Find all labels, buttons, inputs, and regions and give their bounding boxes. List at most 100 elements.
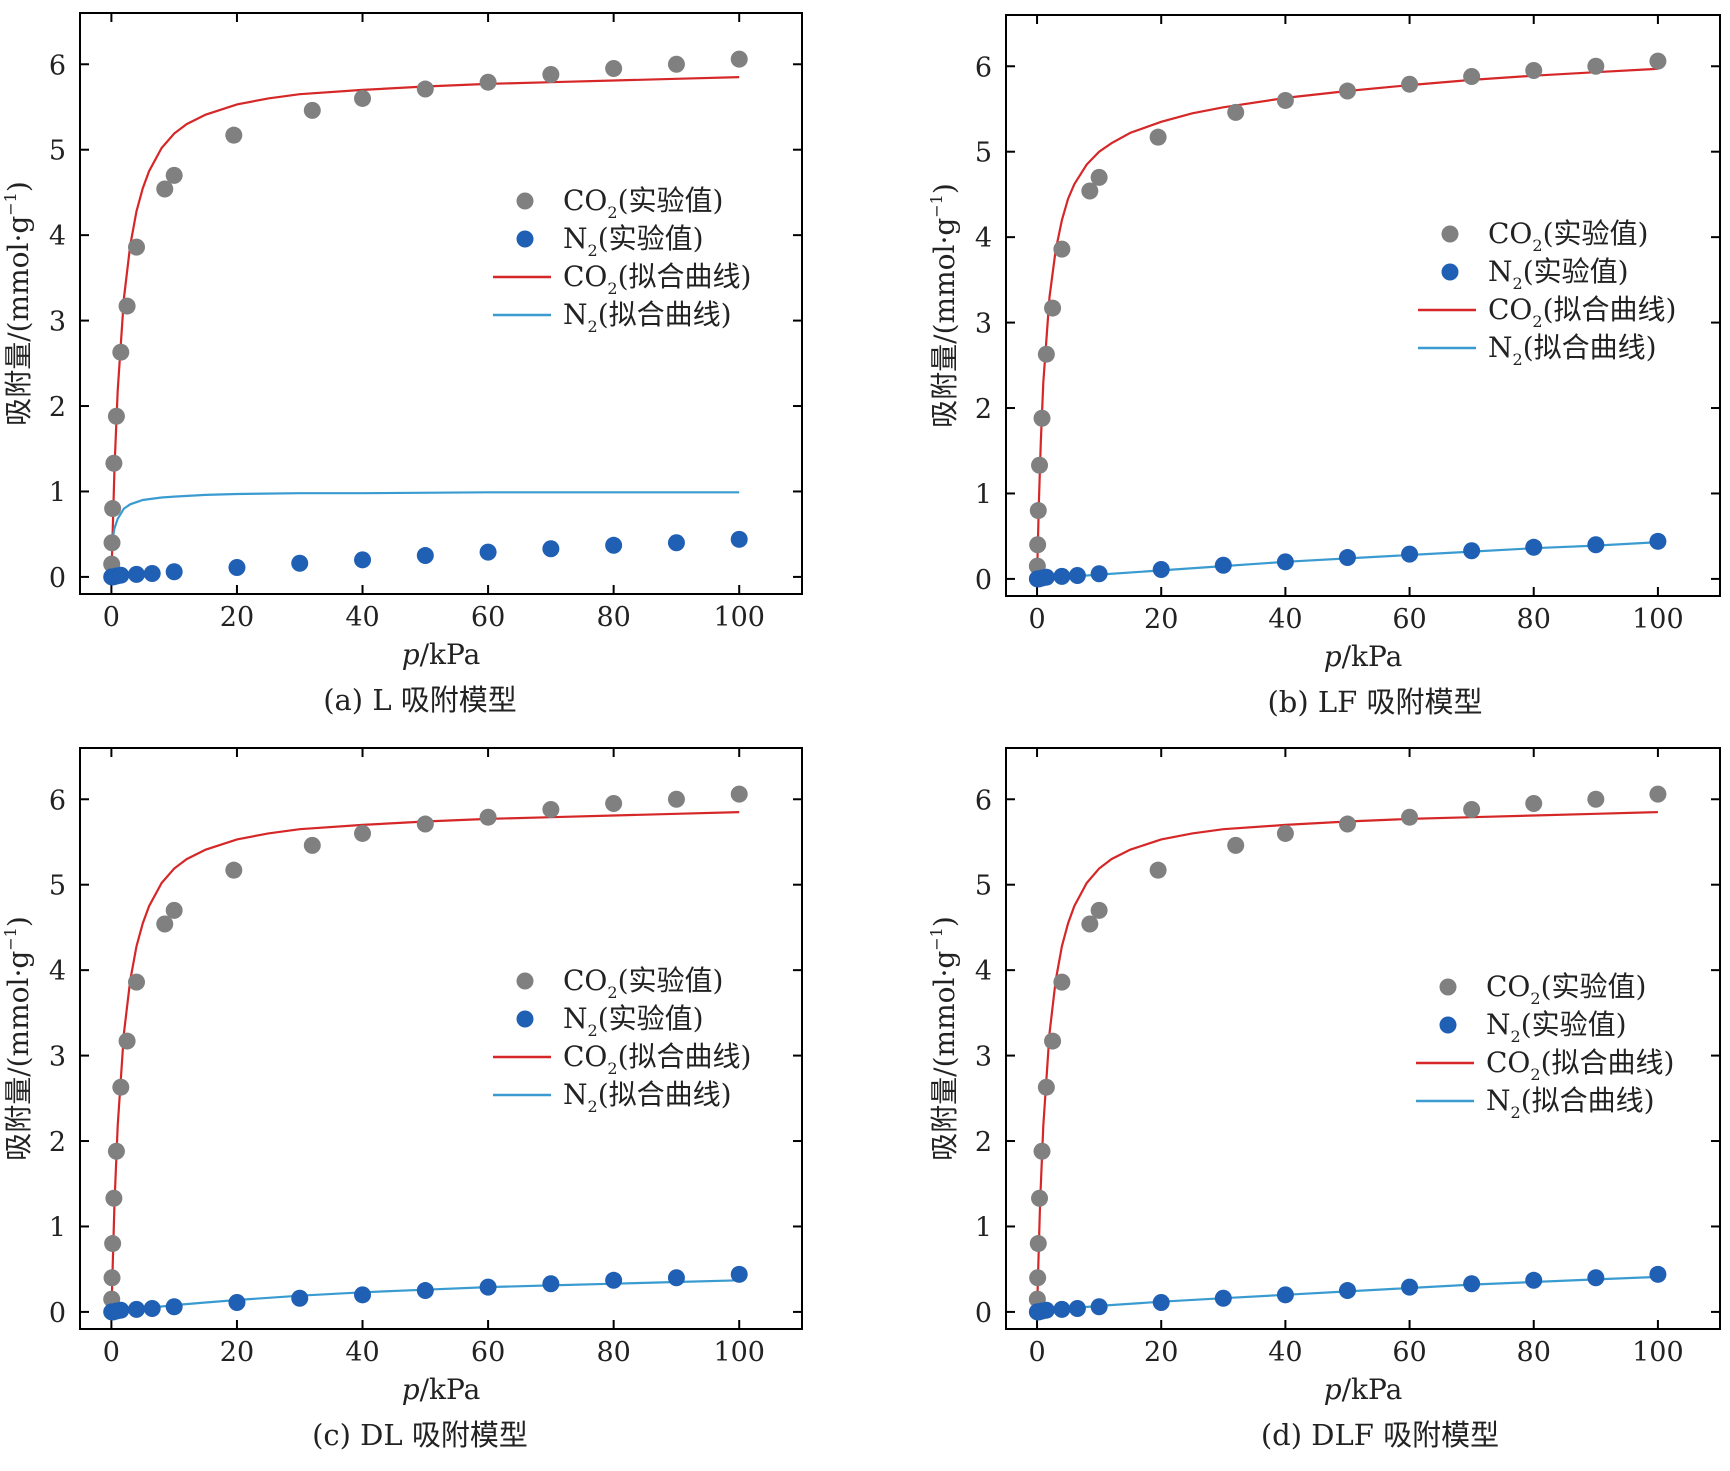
y-axis-title: 吸附量/(mmol·g−1) xyxy=(927,183,961,428)
x-tick-label: 20 xyxy=(1144,604,1178,635)
legend-suffix: (实验值) xyxy=(1543,217,1649,250)
y-tick-label: 3 xyxy=(49,307,66,338)
data-point-co2 xyxy=(479,808,497,826)
data-point-n2 xyxy=(143,564,161,582)
data-point-n2 xyxy=(1053,567,1071,585)
data-point-co2 xyxy=(730,50,748,68)
data-point-co2 xyxy=(104,1235,122,1253)
y-tick-label: 2 xyxy=(49,1127,66,1158)
y-tick-label: 3 xyxy=(975,1042,992,1073)
y-axis-superscript: −1 xyxy=(927,194,946,218)
data-point-n2 xyxy=(1068,566,1086,584)
legend-gas: N xyxy=(563,1002,588,1035)
data-point-co2 xyxy=(1033,1142,1051,1160)
y-tick-label: 3 xyxy=(975,309,992,340)
x-tick-label: 60 xyxy=(1392,1337,1426,1368)
legend-subscript: 2 xyxy=(588,317,598,336)
data-point-n2 xyxy=(479,1278,497,1296)
legend-entry: CO2(实验值) xyxy=(563,184,723,222)
data-point-n2 xyxy=(1037,568,1055,586)
y-axis-title: 吸附量/(mmol·g−1) xyxy=(927,916,961,1161)
y-axis-superscript: −1 xyxy=(927,927,946,951)
x-axis-unit: /kPa xyxy=(1342,640,1403,673)
y-axis-title: 吸附量/(mmol·g−1) xyxy=(1,916,35,1161)
data-point-co2 xyxy=(1053,240,1071,258)
data-point-n2 xyxy=(1037,1301,1055,1319)
legend-gas: CO xyxy=(1488,217,1532,250)
data-point-n2 xyxy=(112,1301,130,1319)
plot-area xyxy=(1028,52,1667,588)
x-tick-label: 20 xyxy=(220,602,254,633)
x-tick-label: 60 xyxy=(471,1337,505,1368)
data-point-co2 xyxy=(156,915,174,933)
data-point-n2 xyxy=(1276,553,1294,571)
y-axis-close: ) xyxy=(2,181,35,192)
legend-subscript: 2 xyxy=(1511,1027,1521,1046)
legend: CO2(实验值)N2(实验值)CO2(拟合曲线)N2(拟合曲线) xyxy=(493,184,751,336)
data-point-n2 xyxy=(291,554,309,572)
data-point-n2 xyxy=(1649,1265,1667,1283)
legend-entry: N2(拟合曲线) xyxy=(1486,1084,1655,1122)
legend-suffix: (拟合曲线) xyxy=(1541,1046,1675,1079)
y-tick-label: 5 xyxy=(49,136,66,167)
data-point-co2 xyxy=(1081,915,1099,933)
data-point-n2 xyxy=(1401,1278,1419,1296)
legend-entry: CO2(实验值) xyxy=(563,964,723,1002)
data-point-n2 xyxy=(1525,1271,1543,1289)
legend-marker xyxy=(1441,263,1459,281)
data-point-n2 xyxy=(128,565,146,583)
x-tick-label: 100 xyxy=(713,602,765,633)
legend-suffix: (拟合曲线) xyxy=(598,298,732,331)
legend-gas: N xyxy=(563,1078,588,1111)
x-tick-label: 40 xyxy=(1268,604,1302,635)
y-tick-label: 2 xyxy=(975,1127,992,1158)
x-axis-symbol: p xyxy=(1324,640,1342,673)
legend-gas: N xyxy=(1488,331,1513,364)
panel-caption: (d) DLF 吸附模型 xyxy=(1261,1418,1499,1452)
chart-panel-c: 0 20 40 60 80 100 0 1 2 3 4 5 6 p/kPa 吸附量/(mmol·g−1) CO… xyxy=(1,747,803,1452)
data-point-n2 xyxy=(416,547,434,565)
x-tick-label: 20 xyxy=(1144,1337,1178,1368)
data-point-co2 xyxy=(225,861,243,879)
data-point-co2 xyxy=(667,790,685,808)
data-point-n2 xyxy=(730,530,748,548)
data-point-n2 xyxy=(1152,561,1170,579)
panel-caption: (b) LF 吸附模型 xyxy=(1267,685,1482,719)
y-tick-label: 2 xyxy=(975,394,992,425)
legend-entry: N2(实验值) xyxy=(1488,255,1629,293)
y-tick-label: 5 xyxy=(975,871,992,902)
data-point-co2 xyxy=(542,801,560,819)
x-tick-label: 80 xyxy=(1517,604,1551,635)
legend-gas: CO xyxy=(563,964,607,997)
x-tick-label: 100 xyxy=(1632,604,1684,635)
data-point-co2 xyxy=(542,66,560,84)
data-point-n2 xyxy=(479,543,497,561)
legend-subscript: 2 xyxy=(607,279,617,298)
data-point-co2 xyxy=(225,126,243,144)
y-tick-label: 6 xyxy=(975,52,992,83)
plot-area xyxy=(1028,785,1667,1321)
x-axis-symbol: p xyxy=(402,1373,420,1406)
data-point-n2 xyxy=(128,1300,146,1318)
x-axis-symbol: p xyxy=(1324,1373,1342,1406)
x-axis-unit: /kPa xyxy=(1342,1373,1403,1406)
legend-subscript: 2 xyxy=(1513,274,1523,293)
data-point-co2 xyxy=(1649,785,1667,803)
y-tick-label: 4 xyxy=(975,956,992,987)
y-tick-label: 5 xyxy=(49,871,66,902)
legend-entry: N2(实验值) xyxy=(563,1002,704,1040)
y-tick-label: 1 xyxy=(975,479,992,510)
legend-subscript: 2 xyxy=(1511,1103,1521,1122)
y-axis-close: ) xyxy=(928,916,961,927)
y-tick-label: 3 xyxy=(49,1042,66,1073)
series-line-n2-fit xyxy=(110,491,740,547)
x-axis-title: p/kPa xyxy=(1324,640,1403,673)
data-point-n2 xyxy=(1525,538,1543,556)
y-axis-label: 吸附量/(mmol·g xyxy=(2,216,35,426)
y-tick-label: 0 xyxy=(49,563,66,594)
data-point-co2 xyxy=(730,785,748,803)
data-point-n2 xyxy=(1587,536,1605,554)
x-tick-label: 0 xyxy=(1028,1337,1045,1368)
data-point-co2 xyxy=(1044,1032,1062,1050)
